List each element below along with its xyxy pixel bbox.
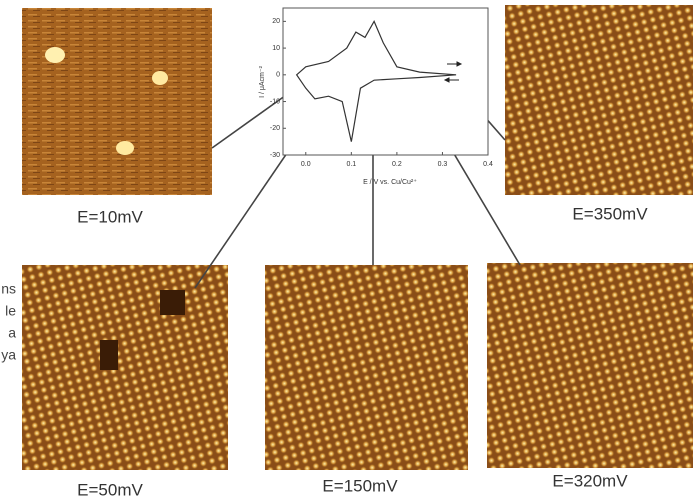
stm-image: [22, 265, 228, 470]
y-tick-label: 0: [276, 72, 280, 79]
y-tick-label: 10: [272, 45, 280, 52]
x-axis-label: E / V vs. Cu/Cu²⁺: [363, 179, 417, 186]
stm-images: [22, 5, 693, 470]
plot-frame: [282, 7, 489, 156]
side-text: ns: [1, 281, 16, 297]
cv-curve: [295, 20, 457, 142]
defect: [160, 290, 185, 315]
defect: [100, 340, 118, 370]
stm-image: [487, 263, 693, 468]
x-tick-label: 0.0: [301, 161, 311, 168]
connector: [211, 87, 297, 149]
x-tick-label: 0.4: [483, 161, 493, 168]
side-text: le: [5, 303, 16, 319]
x-tick-label: 0.3: [438, 161, 448, 168]
y-tick-label: -10: [270, 98, 280, 105]
adatom-island: [116, 141, 134, 155]
panel-label: E=150mV: [322, 476, 398, 495]
y-tick-label: -30: [270, 152, 280, 159]
y-tick-label: 20: [272, 18, 280, 25]
panel-label: E=10mV: [77, 207, 143, 226]
side-text: a: [8, 325, 16, 341]
y-axis-label: I / μAcm⁻²: [259, 65, 266, 98]
sweep-arrows: [443, 61, 463, 83]
panel-label: E=50mV: [77, 480, 143, 499]
stm-image: [505, 5, 693, 195]
y-tick-label: -20: [270, 125, 280, 132]
panel-label: E=320mV: [552, 471, 628, 490]
side-text: ya: [1, 347, 16, 363]
adatom-island: [152, 71, 168, 85]
adatom-island: [45, 47, 65, 63]
x-tick-label: 0.1: [346, 161, 356, 168]
panel-label: E=350mV: [572, 204, 648, 223]
stm-image: [265, 265, 468, 470]
x-tick-label: 0.2: [392, 161, 402, 168]
stm-image: [22, 8, 212, 195]
